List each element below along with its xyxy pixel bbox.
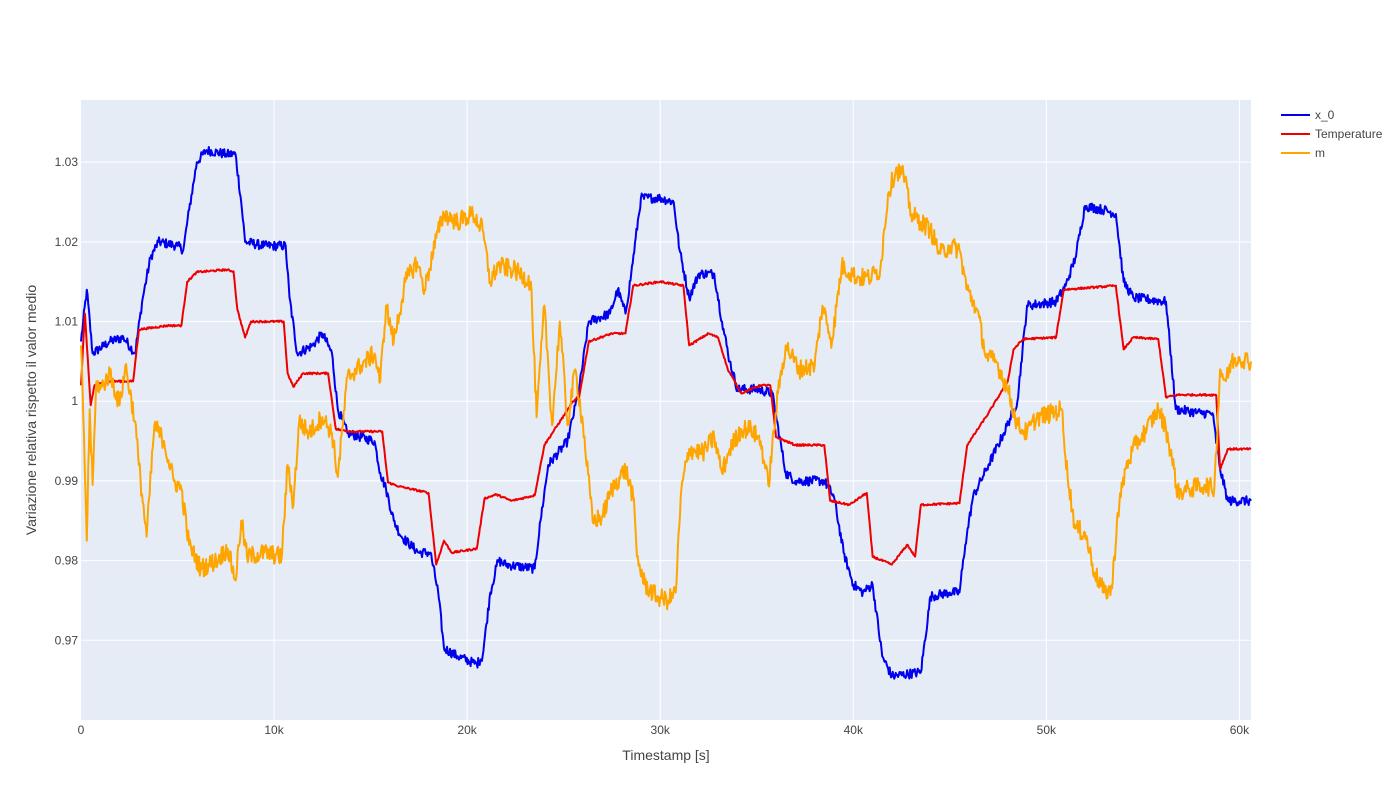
x-tick-label: 50k <box>1037 723 1057 737</box>
series-line-x-0 <box>80 146 1252 680</box>
legend[interactable]: x_0 Temperature m <box>1281 108 1383 160</box>
legend-label: x_0 <box>1315 108 1335 122</box>
legend-item[interactable]: Temperature <box>1281 127 1383 141</box>
series-line-temperature <box>80 268 1252 566</box>
x-tick-label: 10k <box>264 723 284 737</box>
legend-label: Temperature <box>1315 127 1383 141</box>
x-axis-title: Timestamp [s] <box>622 747 709 763</box>
x-tick-label: 30k <box>651 723 671 737</box>
series-lines <box>80 146 1252 680</box>
x-tick-label: 40k <box>844 723 864 737</box>
legend-item[interactable]: x_0 <box>1281 108 1335 122</box>
plot-area <box>81 100 1251 720</box>
x-tick-label: 0 <box>78 723 85 737</box>
y-tick-label: 0.99 <box>55 474 79 488</box>
y-tick-label: 1 <box>71 394 78 408</box>
y-tick-label: 1.01 <box>55 315 79 329</box>
y-tick-label: 0.98 <box>55 554 79 568</box>
y-tick-label: 1.03 <box>55 155 79 169</box>
legend-item[interactable]: m <box>1281 146 1325 160</box>
x-axis-ticks: 0 10k 20k 30k 40k 50k 60k <box>78 723 1250 737</box>
legend-label: m <box>1315 146 1325 160</box>
y-tick-label: 1.02 <box>55 235 79 249</box>
series-line-m <box>80 163 1252 611</box>
x-tick-label: 60k <box>1230 723 1250 737</box>
y-axis-ticks: 0.97 0.98 0.99 1 1.01 1.02 1.03 <box>55 155 79 647</box>
y-axis-title: Variazione relativa rispetto il valor me… <box>23 285 39 536</box>
y-tick-label: 0.97 <box>55 633 79 647</box>
x-tick-label: 20k <box>457 723 477 737</box>
